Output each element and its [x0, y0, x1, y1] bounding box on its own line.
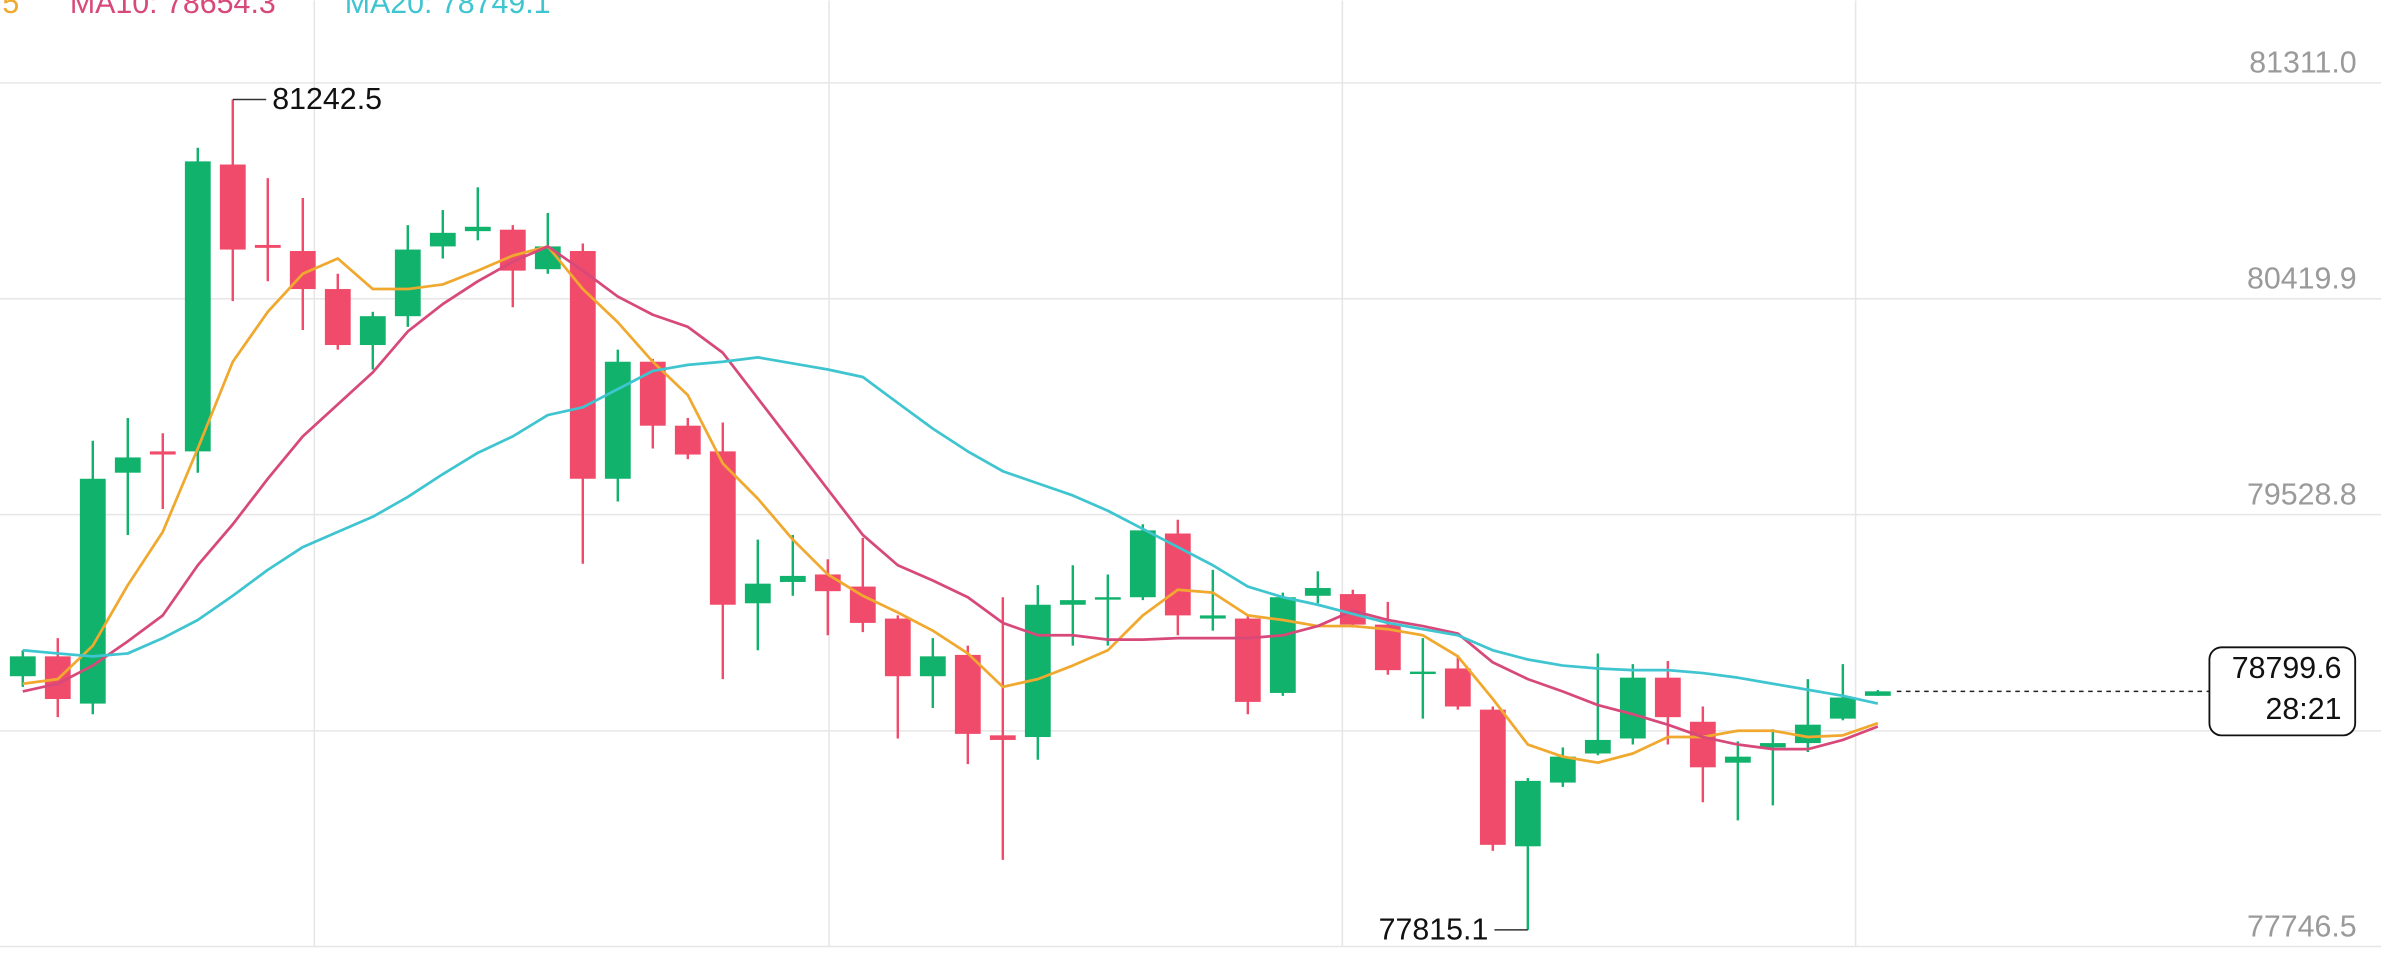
ma-line [22, 356, 1879, 705]
candle-body [989, 735, 1016, 740]
candle-body [1374, 624, 1401, 671]
y-tick-label: 81311.0 [2249, 47, 2357, 80]
candle-body [919, 656, 946, 677]
y-tick-label: 77746.5 [2247, 910, 2357, 943]
candle-body [324, 289, 351, 346]
y-tick-label: 79528.8 [2247, 478, 2357, 511]
candle-body [9, 656, 36, 677]
low-annotation: 77815.1 [1379, 913, 1489, 946]
last-price-label: 78799.6 [2232, 652, 2342, 685]
candle-body [499, 229, 526, 271]
candle-body [604, 361, 631, 479]
candle-body [1024, 604, 1051, 738]
candle-body [1059, 600, 1086, 605]
legend-entry: MA10: 78654.3 [70, 0, 276, 20]
countdown-label: 28:21 [2266, 693, 2342, 726]
candle-body [1549, 756, 1576, 783]
candle-body [954, 654, 981, 734]
candle-body [359, 316, 386, 346]
candle-body [1864, 691, 1891, 696]
candle-body [1129, 530, 1156, 598]
legend-entry: MA20: 78749.1 [345, 0, 551, 20]
candle-body [1444, 668, 1471, 707]
candle-body [674, 425, 701, 455]
candle-body [1199, 615, 1226, 619]
candle-body [1619, 677, 1646, 739]
candle-body [744, 583, 771, 604]
candle-body [1479, 709, 1506, 845]
candle-body [219, 164, 246, 250]
candle-body [884, 618, 911, 677]
candle-body [394, 249, 421, 317]
candle-body [1304, 588, 1331, 596]
candle-body [1514, 780, 1541, 847]
candle-body [814, 574, 841, 592]
candle-body [1269, 597, 1296, 693]
y-tick-label: 80419.9 [2247, 263, 2357, 296]
legend-entry: .5 [0, 0, 19, 20]
candle-body [1234, 618, 1261, 702]
candles [9, 99, 1891, 930]
candle-body [429, 232, 456, 247]
candle-body [254, 244, 281, 248]
candle-body [1794, 724, 1821, 744]
candle-body [1584, 739, 1611, 754]
candle-body [149, 451, 176, 455]
candle-body [1339, 594, 1366, 625]
candle-body [1829, 697, 1856, 719]
candle-body [849, 586, 876, 623]
candle-body [1409, 671, 1436, 675]
candle-body [709, 451, 736, 605]
last-price-box [2208, 646, 2357, 737]
candle-body [569, 251, 596, 479]
ma-line [22, 245, 1879, 765]
candle-body [1689, 721, 1716, 768]
candle-body [1654, 677, 1681, 718]
high-annotation: 81242.5 [272, 83, 382, 116]
candle-body [114, 457, 141, 473]
candle-body [779, 575, 806, 582]
candle-body [184, 161, 211, 452]
candle-body [1094, 597, 1121, 600]
candle-body [1759, 743, 1786, 748]
candle-body [464, 226, 491, 232]
ma-line [22, 245, 1879, 751]
candle-body [1724, 756, 1751, 763]
